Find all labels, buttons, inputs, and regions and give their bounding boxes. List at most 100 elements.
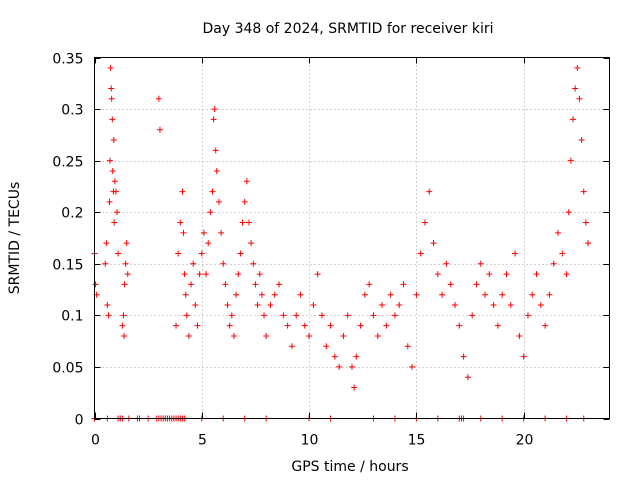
data-point (361, 291, 368, 298)
data-point (104, 302, 111, 309)
data-point (430, 240, 437, 247)
data-point (417, 250, 424, 257)
data-point (542, 322, 549, 329)
data-point (112, 188, 119, 195)
data-point (391, 312, 398, 319)
data-point (565, 209, 572, 216)
data-point (477, 260, 484, 267)
data-point (192, 302, 199, 309)
data-point (203, 271, 210, 278)
data-point (349, 363, 355, 370)
data-point (482, 291, 489, 298)
data-point (486, 271, 493, 278)
data-point (215, 198, 222, 205)
data-point (537, 302, 544, 309)
data-point (122, 260, 129, 267)
data-point (351, 384, 358, 391)
plot-frame (94, 57, 610, 419)
data-point (213, 167, 220, 174)
data-point (111, 178, 118, 185)
data-point (434, 271, 441, 278)
data-point (188, 281, 195, 288)
y-tick-label: 0.35 (52, 52, 83, 68)
data-point (205, 240, 212, 247)
x-tick-label: 5 (198, 433, 207, 449)
data-point (379, 302, 386, 309)
data-point (212, 147, 219, 154)
data-point (576, 95, 583, 102)
data-point (357, 322, 364, 329)
data-point (516, 332, 523, 339)
data-point (404, 343, 411, 350)
data-point (267, 302, 274, 309)
data-point (297, 291, 304, 298)
x-tick-label: 20 (516, 433, 534, 449)
data-point (108, 95, 115, 102)
data-point (119, 322, 126, 329)
data-point (123, 240, 130, 247)
data-point (156, 126, 163, 133)
data-point (580, 188, 587, 195)
data-point (370, 312, 377, 319)
data-point (443, 260, 450, 267)
y-tick-label: 0.25 (52, 155, 83, 171)
data-point (314, 271, 321, 278)
data-point (246, 219, 252, 226)
data-point (102, 260, 109, 267)
data-point (230, 332, 237, 339)
data-point (173, 322, 180, 329)
data-point (276, 281, 283, 288)
data-point (374, 332, 381, 339)
data-point (353, 353, 360, 360)
data-point (469, 312, 476, 319)
data-point (327, 322, 334, 329)
data-point (194, 322, 201, 329)
data-point (209, 188, 216, 195)
data-point (111, 219, 118, 226)
data-point (121, 281, 128, 288)
data-point (114, 209, 121, 216)
data-point (175, 250, 182, 257)
data-point (106, 198, 113, 205)
data-point (344, 312, 351, 319)
data-point (464, 374, 471, 381)
data-point (421, 219, 428, 226)
data-point (572, 85, 579, 92)
data-point (108, 85, 115, 92)
data-point (237, 250, 244, 257)
data-point (520, 353, 527, 360)
data-point (241, 198, 248, 205)
data-point (207, 209, 214, 216)
y-tick-label: 0.05 (52, 361, 83, 377)
data-point (546, 291, 553, 298)
data-point (555, 229, 561, 236)
data-point (413, 291, 420, 298)
data-point (263, 332, 270, 339)
data-point (280, 312, 287, 319)
data-point (254, 302, 261, 309)
data-point (103, 240, 110, 247)
data-point (92, 281, 99, 288)
data-point (585, 240, 592, 247)
x-tick-label: 15 (408, 433, 426, 449)
data-point (323, 343, 330, 350)
data-point (490, 302, 497, 309)
y-tick-label: 0.15 (52, 258, 83, 274)
data-point (563, 271, 570, 278)
data-point (460, 353, 467, 360)
data-point (218, 229, 225, 236)
data-point (179, 188, 186, 195)
x-axis-label: GPS time / hours (291, 459, 408, 475)
data-point (409, 363, 416, 370)
data-point (336, 363, 343, 370)
data-point (293, 312, 300, 319)
y-tick-label: 0 (75, 413, 84, 429)
data-point (177, 219, 184, 226)
data-point (447, 281, 454, 288)
data-point (198, 250, 205, 257)
y-axis-label: SRMTID / TECUs (7, 182, 23, 295)
data-point (120, 312, 127, 319)
data-point (239, 219, 246, 226)
data-point (301, 322, 308, 329)
